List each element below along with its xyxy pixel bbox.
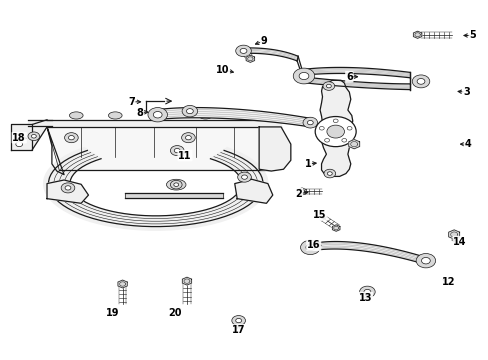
Circle shape: [170, 180, 182, 189]
Circle shape: [323, 82, 334, 90]
Circle shape: [416, 78, 424, 84]
Circle shape: [28, 132, 40, 140]
Circle shape: [303, 117, 317, 128]
Circle shape: [235, 45, 251, 57]
Circle shape: [153, 112, 162, 118]
Text: 14: 14: [452, 237, 466, 247]
Circle shape: [305, 244, 314, 251]
Circle shape: [327, 172, 331, 175]
Polygon shape: [32, 120, 47, 149]
Circle shape: [324, 169, 335, 178]
Circle shape: [324, 139, 329, 142]
Polygon shape: [297, 188, 305, 195]
Circle shape: [421, 257, 429, 264]
Polygon shape: [47, 127, 281, 170]
Text: 19: 19: [106, 309, 120, 318]
Text: 15: 15: [313, 210, 326, 220]
Circle shape: [231, 316, 245, 325]
Circle shape: [185, 135, 191, 140]
Circle shape: [411, 75, 429, 88]
Ellipse shape: [242, 112, 256, 119]
Circle shape: [173, 183, 178, 186]
Circle shape: [240, 48, 246, 53]
Text: 9: 9: [260, 36, 267, 46]
Text: 12: 12: [441, 277, 454, 287]
Circle shape: [293, 68, 314, 84]
Text: 1: 1: [304, 159, 311, 169]
Polygon shape: [348, 139, 359, 149]
Circle shape: [363, 289, 370, 294]
Circle shape: [182, 105, 197, 117]
Circle shape: [170, 145, 183, 156]
Polygon shape: [43, 148, 267, 230]
Text: 17: 17: [231, 325, 245, 335]
Circle shape: [332, 119, 337, 123]
Circle shape: [16, 134, 22, 139]
Text: 20: 20: [168, 309, 182, 318]
Text: 5: 5: [468, 31, 475, 40]
Polygon shape: [245, 55, 254, 62]
Circle shape: [315, 117, 355, 147]
Polygon shape: [448, 230, 459, 239]
Ellipse shape: [166, 179, 185, 190]
Polygon shape: [320, 80, 352, 176]
Ellipse shape: [198, 112, 212, 119]
Circle shape: [341, 139, 346, 142]
Circle shape: [61, 183, 75, 193]
Circle shape: [326, 84, 330, 88]
Polygon shape: [125, 193, 222, 198]
Text: 13: 13: [358, 293, 371, 303]
Circle shape: [299, 72, 308, 80]
Circle shape: [68, 135, 74, 140]
Circle shape: [319, 126, 324, 130]
Text: 11: 11: [178, 150, 191, 161]
Circle shape: [307, 121, 313, 125]
Circle shape: [235, 319, 241, 323]
Text: 16: 16: [306, 240, 320, 250]
Ellipse shape: [155, 112, 168, 119]
Polygon shape: [243, 48, 298, 61]
Polygon shape: [154, 108, 310, 127]
Circle shape: [181, 133, 195, 143]
Ellipse shape: [108, 112, 122, 119]
Polygon shape: [259, 127, 290, 171]
Circle shape: [186, 109, 193, 114]
Text: 7: 7: [128, 97, 135, 107]
Circle shape: [300, 240, 320, 255]
Text: 18: 18: [12, 133, 26, 143]
Polygon shape: [47, 180, 88, 203]
Text: 4: 4: [464, 139, 470, 149]
Text: 3: 3: [462, 87, 469, 97]
Circle shape: [174, 148, 180, 153]
Circle shape: [31, 134, 36, 138]
Circle shape: [241, 175, 247, 179]
Text: 10: 10: [215, 64, 229, 75]
Polygon shape: [332, 225, 339, 231]
Polygon shape: [182, 277, 191, 285]
Polygon shape: [310, 242, 424, 264]
Circle shape: [359, 286, 374, 298]
Polygon shape: [412, 31, 421, 39]
Circle shape: [346, 126, 351, 130]
Circle shape: [64, 133, 78, 143]
Circle shape: [237, 172, 251, 182]
Circle shape: [326, 125, 344, 138]
Circle shape: [415, 253, 435, 268]
Polygon shape: [302, 67, 409, 78]
Polygon shape: [234, 179, 272, 203]
Circle shape: [16, 141, 22, 147]
Text: 8: 8: [136, 108, 143, 118]
Circle shape: [65, 186, 71, 190]
Text: 6: 6: [345, 72, 352, 82]
Polygon shape: [11, 125, 32, 149]
Circle shape: [148, 108, 167, 122]
Polygon shape: [302, 77, 409, 90]
Polygon shape: [118, 280, 127, 288]
Text: 2: 2: [295, 189, 302, 199]
Ellipse shape: [69, 112, 83, 119]
